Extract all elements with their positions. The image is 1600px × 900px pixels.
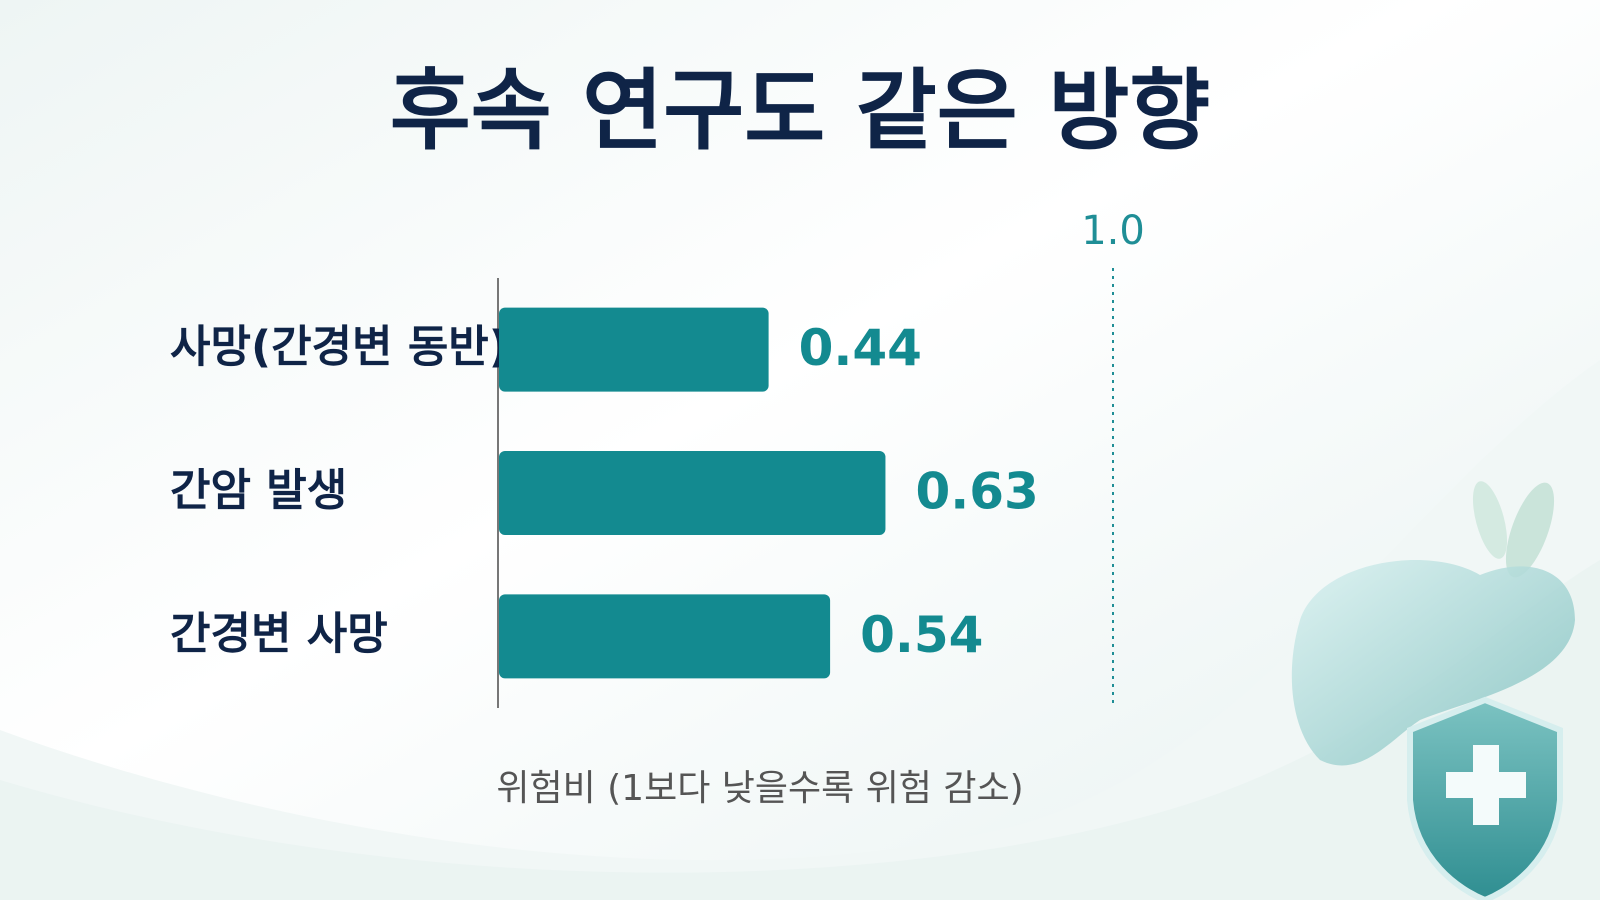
chart-title: 후속 연구도 같은 방향 — [390, 59, 1211, 162]
value-label: 0.63 — [915, 463, 1038, 521]
decoration — [1291, 481, 1575, 900]
y-tick-label: 간경변 사망 — [170, 608, 388, 659]
wave — [0, 560, 1600, 900]
y-tick-label: 사망(간경변 동반) — [170, 322, 509, 373]
bar — [499, 594, 831, 679]
value-label: 0.54 — [860, 606, 983, 664]
x-axis-label: 위험비 (1보다 낮을수록 위험 감소) — [496, 768, 1023, 809]
x-tick-label: 1.0 — [1081, 208, 1145, 254]
value-label: 0.44 — [799, 319, 922, 377]
bar — [499, 451, 886, 535]
bar — [499, 307, 769, 392]
y-tick-label: 간암 발생 — [170, 465, 347, 516]
wave — [0, 360, 1600, 900]
